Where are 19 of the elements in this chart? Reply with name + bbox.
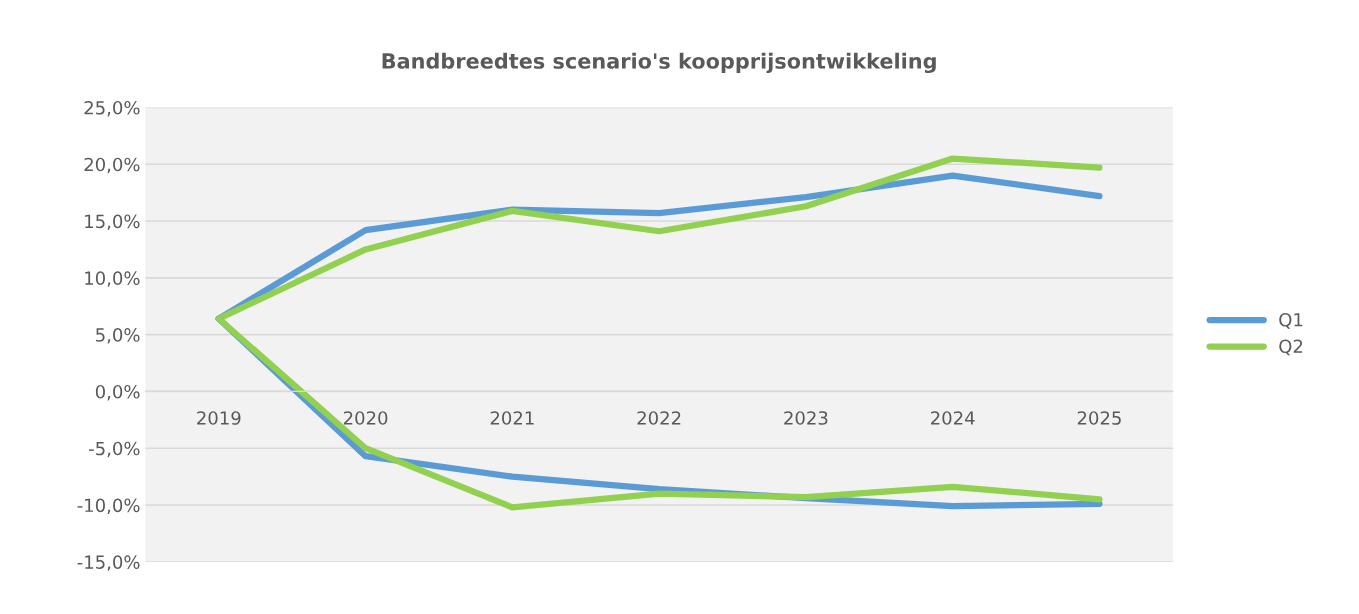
x-tick-label: 2020	[343, 411, 388, 425]
y-tick-label: 15,0%	[85, 214, 140, 230]
x-tick-label: 2024	[931, 411, 975, 425]
x-tick-label: 2025	[1077, 411, 1121, 425]
x-tick-label: 2022	[637, 411, 681, 425]
y-tick-label: 20,0%	[84, 157, 140, 174]
y-tick-label: 0,0%	[95, 384, 140, 401]
y-tick-label: -10,0%	[77, 498, 140, 514]
x-tick-label: 2023	[784, 411, 828, 425]
y-tick-label: 5,0%	[96, 328, 140, 344]
y-tick-label: 25,0%	[84, 100, 140, 117]
y-tick-label: -15,0%	[77, 555, 140, 571]
legend-label: Q1	[1279, 312, 1303, 329]
chart-title: Bandbreedtes scenario's koopprijsontwikkeling	[382, 52, 936, 74]
y-tick-label: 10,0%	[85, 271, 140, 287]
x-tick-label: 2019	[197, 411, 241, 425]
legend-label: Q2	[1279, 339, 1303, 356]
x-tick-label: 2021	[490, 411, 534, 425]
y-tick-label: -5,0%	[89, 441, 140, 458]
